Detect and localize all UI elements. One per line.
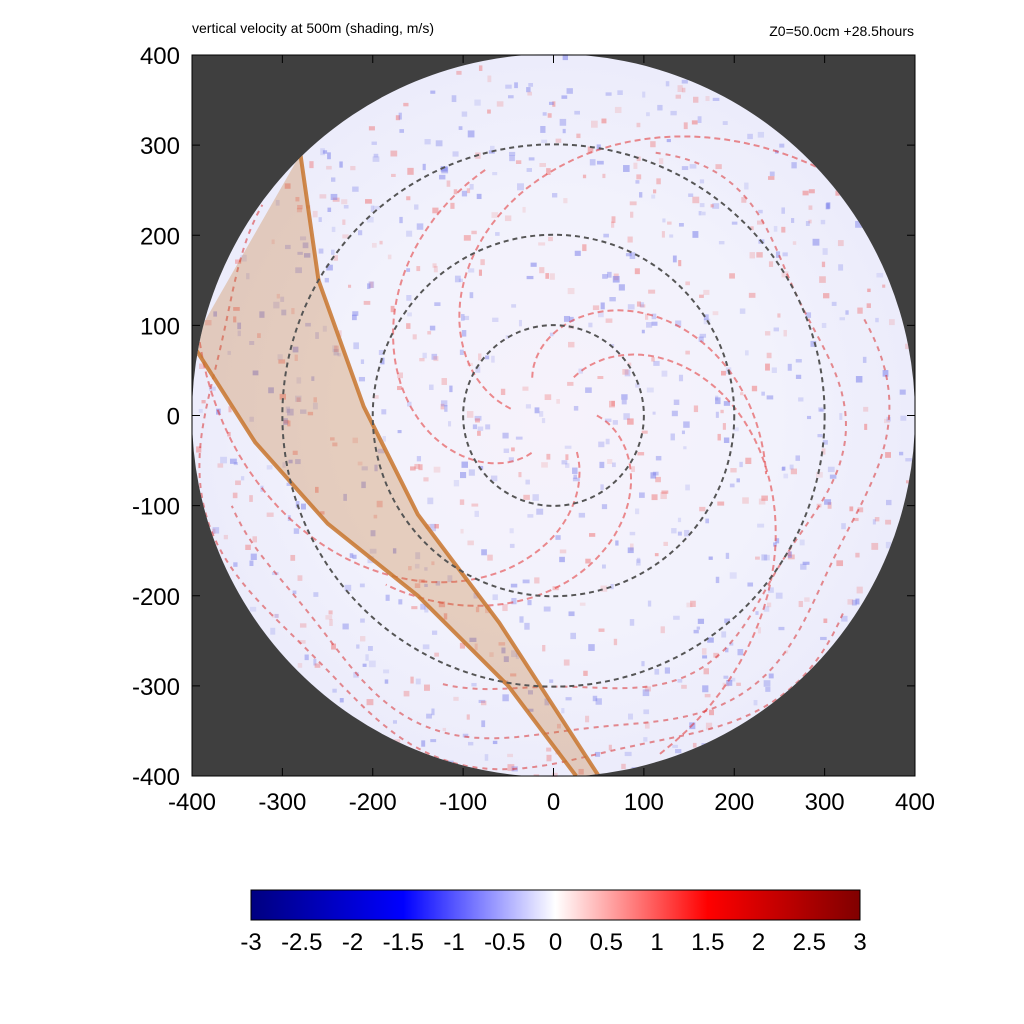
velocity-field [192,54,915,777]
y-tick-label: -400 [132,764,180,791]
y-tick-label: 300 [140,133,180,160]
colorbar-tick-label: -2.5 [281,929,322,956]
colorbar [250,889,861,921]
y-axis-tick-labels: -400 -300 -200 -100 0 100 200 300 400 [132,43,180,791]
colorbar-tick-label: 1 [650,929,663,956]
colorbar-tick-labels: -3 -2.5 -2 -1.5 -1 -0.5 0 0.5 1 1.5 2 2.5 3 [240,929,866,956]
reference-circle-300 [281,143,826,688]
colorbar-tick-label: -2 [342,929,363,956]
reference-circle-100 [462,324,645,507]
x-tick-label: 0 [547,789,560,816]
colorbar-tick-label: -1.5 [383,929,424,956]
x-tick-label: 200 [714,789,754,816]
y-tick-label: 200 [140,223,180,250]
reference-circle-200 [371,233,736,598]
colorbar-tick-label: 3 [853,929,866,956]
x-tick-label: 300 [805,789,845,816]
y-tick-label: 0 [167,404,180,431]
chart-title: vertical velocity at 500m (shading, m/s) [192,20,434,36]
colorbar-tick-label: -0.5 [484,929,525,956]
colorbar-tick-label: -3 [240,929,261,956]
colorbar-tick-label: -1 [443,929,464,956]
x-tick-label: -400 [168,789,216,816]
y-tick-label: 400 [140,43,180,70]
chart-subtitle: Z0=50.0cm +28.5hours [769,23,914,39]
shaded-band [192,153,601,777]
colorbar-tick-label: 1.5 [691,929,724,956]
x-tick-label: -200 [349,789,397,816]
reference-circles [281,143,826,688]
field-texture [196,54,913,777]
band-upper-edge [298,153,601,777]
x-tick-label: 400 [895,789,935,816]
y-tick-label: -100 [132,494,180,521]
field-streaks [198,135,891,771]
x-tick-label: 100 [624,789,664,816]
axis-ticks [191,54,916,777]
y-tick-label: -300 [132,674,180,701]
x-tick-label: -100 [439,789,487,816]
y-tick-label: 100 [140,313,180,340]
x-axis-tick-labels: -400 -300 -200 -100 0 100 200 300 400 [168,789,935,816]
domain-disk [192,54,915,777]
colorbar-tick-label: 2 [752,929,765,956]
band-lower-edge [192,342,578,777]
x-tick-label: -300 [258,789,306,816]
colorbar-tick-label: 0.5 [590,929,623,956]
colorbar-tick-label: 2.5 [793,929,826,956]
colorbar-tick-label: 0 [549,929,562,956]
y-tick-label: -200 [132,584,180,611]
